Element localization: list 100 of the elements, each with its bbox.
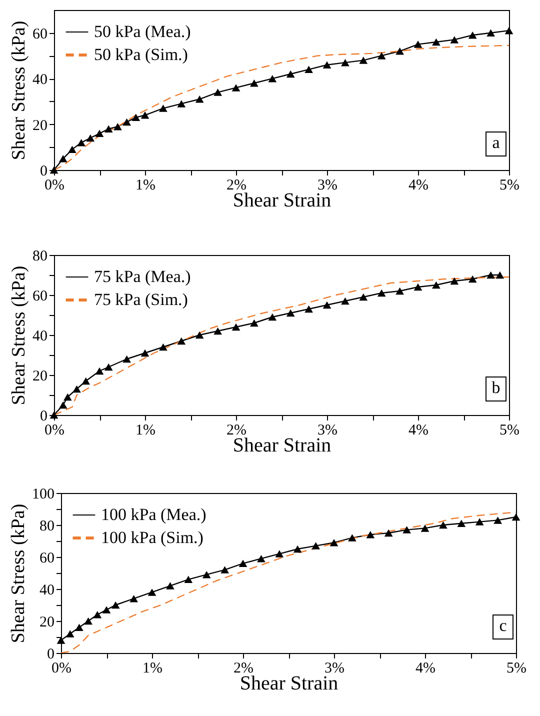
point	[148, 588, 156, 596]
point	[159, 343, 168, 351]
point	[384, 529, 393, 537]
point	[496, 271, 504, 279]
point	[95, 367, 104, 375]
point	[377, 289, 386, 297]
point	[341, 58, 350, 66]
point	[420, 524, 430, 532]
point	[63, 393, 72, 401]
point	[104, 363, 113, 371]
point	[93, 610, 102, 618]
point	[396, 48, 404, 55]
y-tick-label: 60	[32, 26, 48, 42]
point	[304, 305, 313, 313]
point	[450, 277, 459, 285]
point	[257, 554, 266, 562]
x-tick-label: 1%	[142, 660, 162, 676]
point	[377, 52, 386, 60]
point	[268, 74, 277, 82]
point	[122, 355, 131, 363]
point	[232, 84, 240, 92]
point	[82, 377, 90, 385]
point	[457, 520, 466, 528]
point	[114, 122, 122, 130]
point	[202, 570, 211, 578]
point	[122, 118, 131, 126]
point	[450, 36, 459, 44]
annotation: a	[492, 133, 500, 152]
y-tick-label: 20	[40, 614, 54, 630]
legend-label: 50 kPa (Mea.)	[94, 22, 191, 41]
point	[414, 283, 422, 291]
y-tick-label: 40	[32, 72, 48, 88]
x-tick-label: 0%	[52, 660, 72, 676]
point	[214, 327, 222, 335]
y-tick-label: 20	[32, 118, 48, 134]
x-tick-label: 4%	[408, 178, 428, 194]
point	[475, 518, 484, 526]
point	[312, 542, 320, 550]
point	[195, 331, 204, 339]
point	[238, 560, 248, 568]
y-tick-label: 100	[32, 486, 54, 502]
y-tick-label: 40	[32, 328, 48, 344]
point	[250, 319, 258, 327]
point	[414, 40, 422, 48]
point	[58, 401, 68, 409]
x-tick-label: 4%	[408, 422, 428, 438]
y-tick-label: 80	[40, 518, 54, 534]
point	[359, 293, 368, 301]
point	[304, 66, 313, 74]
point	[95, 130, 104, 138]
point	[75, 624, 84, 632]
x-tick-label: 4%	[416, 660, 436, 676]
legend-label: 75 kPa (Mea.)	[94, 267, 191, 286]
point	[86, 134, 95, 142]
point	[275, 550, 284, 558]
y-tick-label: 0	[40, 408, 48, 424]
y-tick-label: 20	[32, 368, 48, 384]
annotation: b	[492, 378, 500, 397]
point	[140, 349, 150, 357]
point	[330, 538, 338, 546]
point	[68, 146, 76, 154]
point	[341, 297, 350, 305]
point	[322, 61, 332, 68]
point	[177, 337, 186, 345]
y-tick-label: 60	[40, 550, 54, 566]
point	[486, 271, 495, 279]
x-tick-label: 5%	[506, 660, 526, 676]
point	[396, 287, 404, 295]
point	[111, 601, 120, 609]
legend-label: 100 kPa (Mea.)	[101, 505, 206, 524]
x-tick-label: 5%	[500, 422, 520, 438]
x-tick-label: 1%	[136, 422, 156, 438]
legend-label: 75 kPa (Sim.)	[94, 290, 188, 309]
point	[177, 100, 186, 108]
point	[504, 26, 514, 34]
point	[220, 566, 229, 574]
point	[486, 29, 495, 36]
point	[348, 534, 356, 542]
point	[432, 281, 440, 289]
y-tick-label: 80	[32, 248, 48, 264]
y-axis-title: Shear Stress (kPa)	[8, 20, 30, 160]
x-tick-label: 1%	[136, 178, 156, 194]
y-tick-label: 40	[40, 582, 54, 598]
x-tick-label: 0%	[44, 178, 64, 194]
point	[132, 114, 140, 122]
point	[232, 323, 240, 331]
legend-label: 50 kPa (Sim.)	[94, 45, 188, 64]
point	[494, 516, 502, 524]
y-axis-title: Shear Stress (kPa)	[8, 504, 29, 644]
point	[268, 313, 277, 321]
point	[512, 513, 520, 521]
y-tick-label: 0	[47, 646, 54, 662]
point	[286, 309, 295, 317]
point	[77, 138, 86, 146]
legend-label: 100 kPa (Sim.)	[101, 528, 204, 547]
point	[102, 606, 111, 614]
point	[402, 526, 411, 534]
point	[159, 104, 168, 112]
point	[293, 545, 302, 553]
point	[72, 385, 81, 393]
